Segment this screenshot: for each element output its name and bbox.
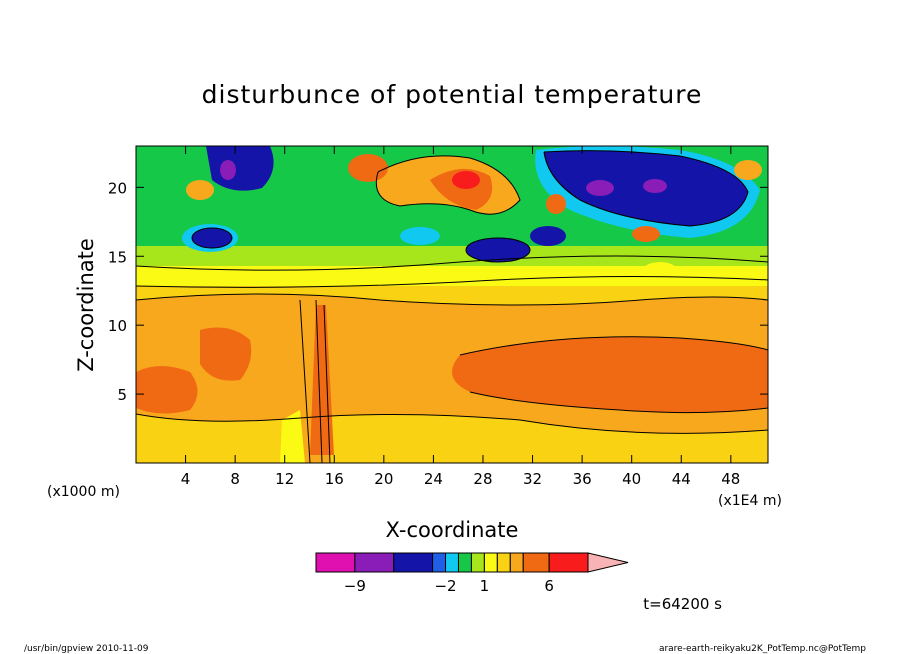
- time-label: t=64200 s: [643, 595, 722, 613]
- field-anomaly-blue-west: [192, 228, 232, 248]
- y-axis-label: Z-coordinate: [74, 238, 98, 372]
- colorbar-segment: [548, 552, 589, 573]
- y-tick-label: 10: [108, 317, 127, 335]
- x-tick-label: 8: [230, 470, 240, 488]
- field-anomaly-blue-mid: [466, 238, 530, 262]
- colorbar-segment: [509, 552, 524, 573]
- x-tick-label: 16: [325, 470, 344, 488]
- y-tick-label: 5: [117, 386, 127, 404]
- colorbar-label: −9: [344, 577, 366, 595]
- heatmap-field: [136, 146, 768, 463]
- colorbar-segment: [483, 552, 498, 573]
- colorbar-segment: [470, 552, 485, 573]
- colorbar-segment: [393, 552, 434, 573]
- field-anomaly-purple-2: [643, 179, 667, 193]
- footer-right: arare-earth-reikyaku2K_PotTemp.nc@PotTem…: [659, 644, 866, 654]
- x-unit-left: (x1000 m): [47, 484, 120, 500]
- colorbar-segment: [496, 552, 511, 573]
- field-core-mid: [200, 327, 252, 381]
- x-tick-label: 12: [275, 470, 294, 488]
- field-core-east: [452, 336, 768, 413]
- colorbar-segment: [457, 552, 472, 573]
- colorbar-segment: [354, 552, 395, 573]
- field-plume-base: [280, 410, 305, 463]
- contour-lines: [136, 150, 768, 463]
- plot-frame: [135, 145, 769, 464]
- x-unit-right: (x1E4 m): [718, 493, 782, 509]
- y-tick-label: 20: [108, 179, 127, 197]
- colorbar-label: 1: [480, 577, 490, 595]
- colorbar-segment: [432, 552, 447, 573]
- field-warm-cell-5: [186, 180, 214, 200]
- x-tick-label: 40: [622, 470, 641, 488]
- colorbar: [315, 552, 629, 573]
- x-tick-label: 48: [721, 470, 740, 488]
- x-tick-label: 28: [473, 470, 492, 488]
- field-warm-cell-2: [348, 154, 388, 182]
- x-axis-ticks: 4 8 12 16 20 24 28 32 36 40 44 48: [181, 146, 740, 488]
- x-tick-label: 32: [523, 470, 542, 488]
- field-warm-cell-4: [632, 226, 660, 242]
- field-warm-upper-peak: [452, 171, 480, 189]
- field-warm-cell-3: [546, 194, 566, 214]
- field-anomaly-purple-1: [586, 180, 614, 196]
- x-tick-label: 36: [573, 470, 592, 488]
- field-core-west: [136, 366, 198, 414]
- x-tick-label: 4: [181, 470, 191, 488]
- chart-title: disturbunce of potential temperature: [202, 80, 703, 109]
- y-axis-ticks: 5 10 15 20: [108, 179, 768, 404]
- field-anomaly-cyan-mid: [400, 227, 440, 245]
- x-tick-label: 24: [424, 470, 443, 488]
- footer-left: /usr/bin/gpview 2010-11-09: [24, 644, 149, 654]
- colorbar-label: −2: [434, 577, 456, 595]
- field-anomaly-blue-mid2: [530, 226, 566, 246]
- field-yellow-pocket: [640, 262, 680, 286]
- y-tick-label: 15: [108, 248, 127, 266]
- colorbar-segment: [445, 552, 459, 573]
- field-anomaly-purple-top: [220, 160, 236, 180]
- colorbar-segment: [522, 552, 550, 573]
- colorbar-segment: [315, 552, 356, 573]
- colorbar-label: 6: [544, 577, 554, 595]
- x-tick-label: 44: [672, 470, 691, 488]
- colorbar-labels: −9 −2 1 6: [344, 577, 554, 595]
- colorbar-overflow: [587, 552, 629, 573]
- field-warm-cell-6: [734, 160, 762, 180]
- x-axis-label: X-coordinate: [386, 518, 519, 542]
- x-tick-label: 20: [374, 470, 393, 488]
- field-anomaly-blue-top: [206, 146, 274, 191]
